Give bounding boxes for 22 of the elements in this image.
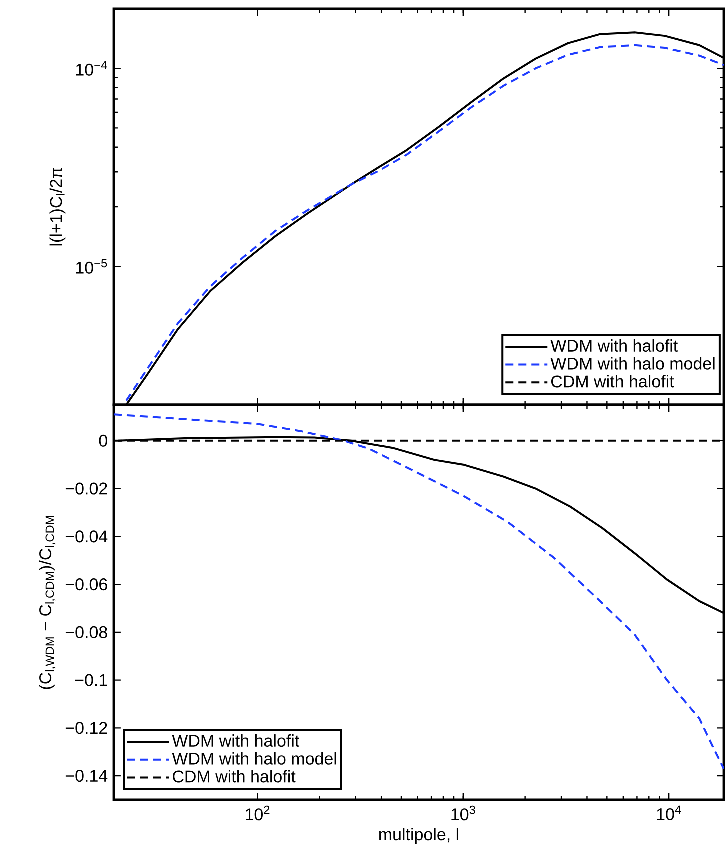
legend-label: CDM with halofit — [551, 375, 674, 388]
y-tick-label: −0.12 — [66, 722, 108, 734]
y-tick-label: 10$^{−4}$ — [76, 61, 108, 76]
y-tick-label: −0.02 — [66, 482, 108, 495]
legend-label: WDM with halo model — [172, 752, 336, 765]
y-tick-label: −0.06 — [66, 578, 108, 591]
legend-label: WDM with halofit — [550, 340, 678, 352]
legend-label: WDM with halo model — [550, 357, 715, 370]
legend-label: CDM with halofit — [173, 770, 296, 783]
x-tick-label: 10$^{2}$ — [246, 806, 270, 821]
x-tick-label: 10$^{4}$ — [657, 806, 682, 820]
y-tick-label: −0.08 — [66, 626, 108, 638]
y-axis-title: (C$_{l,WDM}$ − C$_{l,CDM}$)/C$_{l,CDM}$ — [39, 516, 56, 690]
legend-label: WDM with halofit — [172, 734, 300, 748]
y-tick-label: −0.1 — [75, 674, 108, 686]
y-tick-label: 0 — [99, 434, 108, 447]
x-tick-label: 10$^{3}$ — [452, 806, 476, 821]
y-tick-label: −0.14 — [66, 770, 108, 782]
y-tick-label: 10$^{−5}$ — [76, 259, 108, 274]
y-tick-label: −0.04 — [66, 530, 108, 543]
x-axis-title: multipole, l — [380, 828, 458, 844]
y-axis-title: l(l+1)C$_{l}$/2π — [50, 168, 66, 246]
